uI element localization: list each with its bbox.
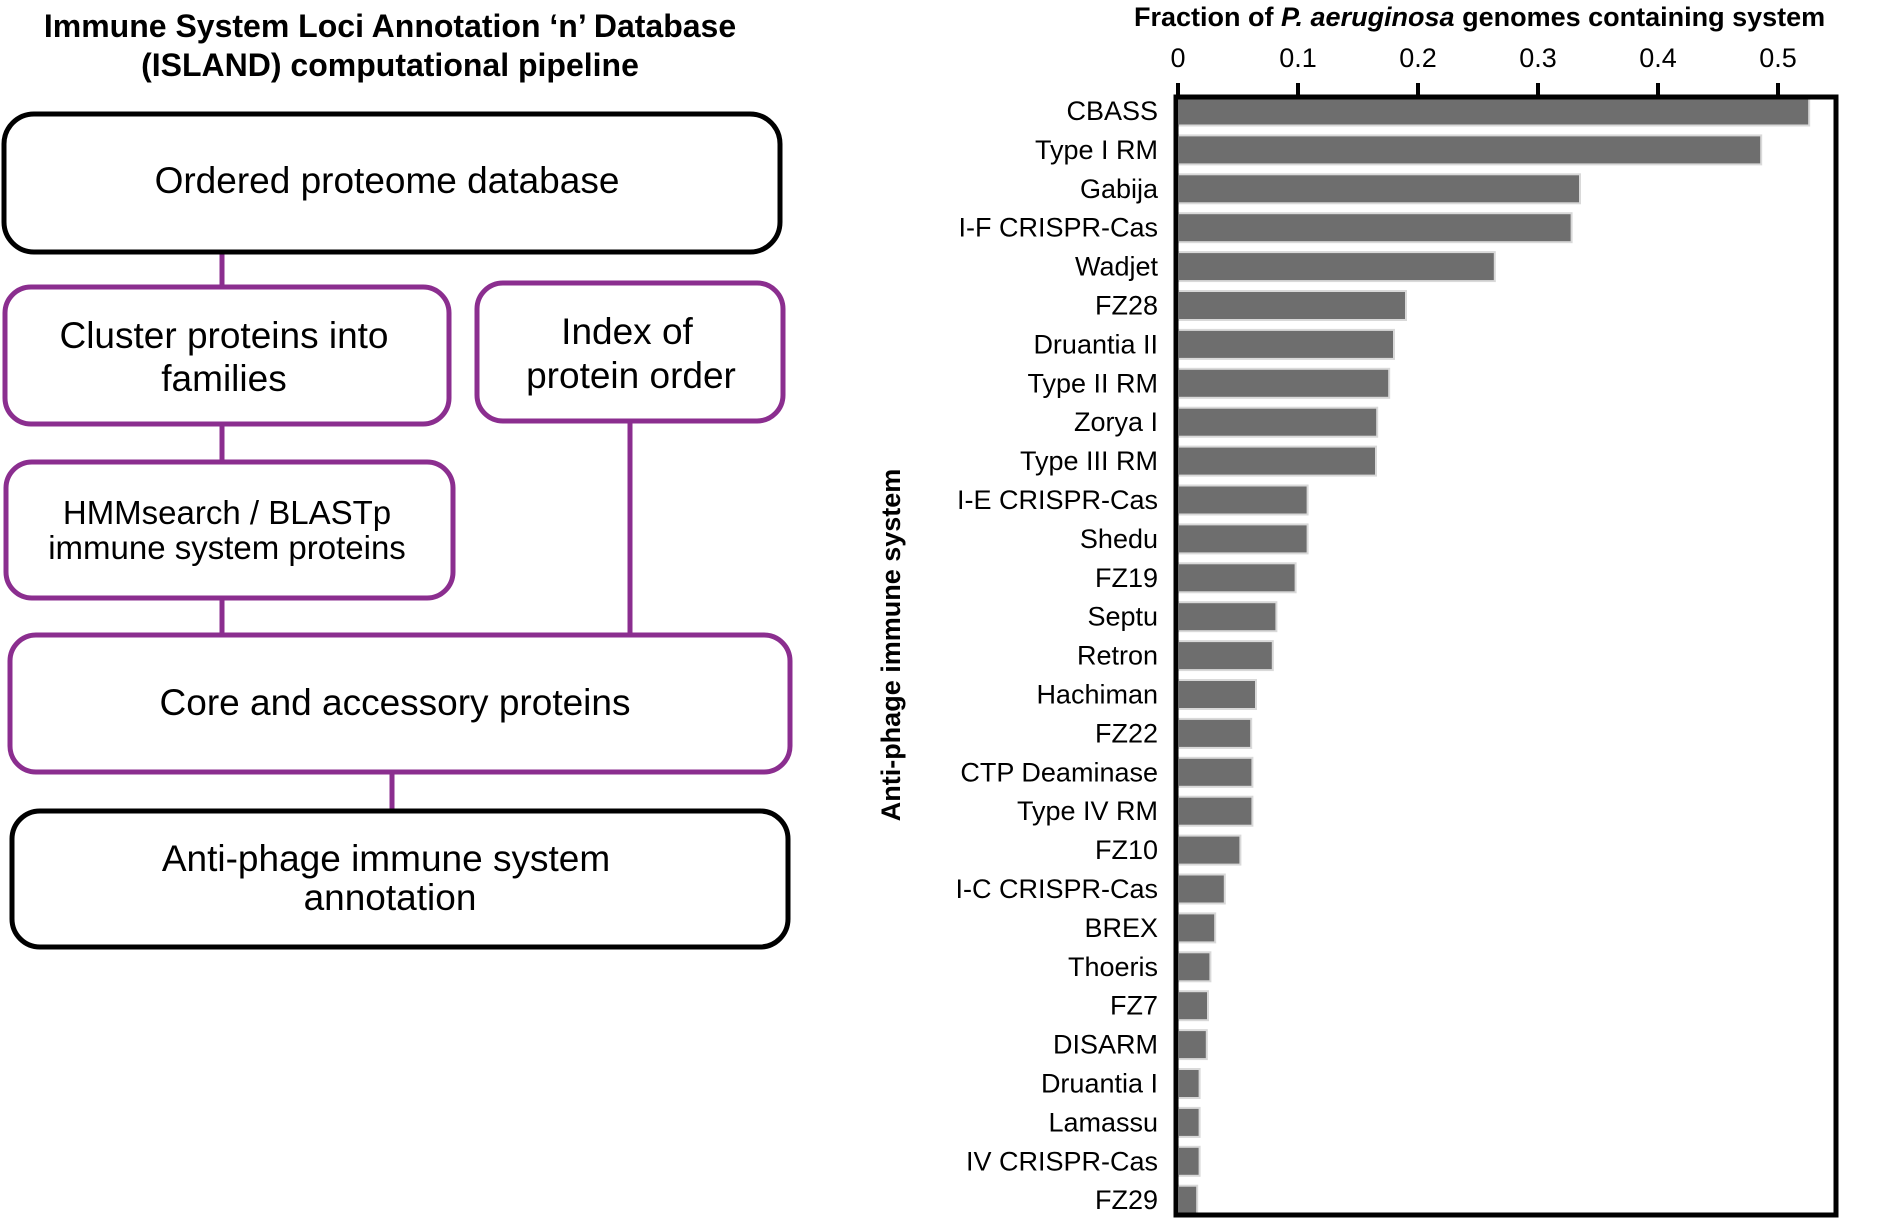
category-label: Druantia II: [1033, 329, 1158, 359]
bar: [1177, 173, 1581, 205]
pipeline-title-line1: Immune System Loci Annotation ‘n’ Databa…: [44, 8, 736, 44]
category-label: FZ7: [1110, 991, 1158, 1021]
category-label: BREX: [1084, 913, 1158, 943]
bar: [1177, 445, 1377, 477]
bar: [1177, 756, 1254, 788]
box-index-protein-order: [474, 280, 786, 424]
bar: [1177, 212, 1573, 244]
category-label: DISARM: [1053, 1030, 1158, 1060]
box-hmmsearch: [3, 459, 456, 601]
x-tick-label: 0.4: [1639, 43, 1677, 73]
category-label: FZ19: [1095, 563, 1158, 593]
bar: [1177, 1184, 1199, 1216]
x-tick-label: 0.2: [1399, 43, 1437, 73]
category-label: I-C CRISPR-Cas: [955, 874, 1158, 904]
category-label: FZ10: [1095, 835, 1158, 865]
box-ordered-proteome: [1, 111, 783, 255]
bar: [1177, 251, 1496, 283]
box-core-accessory: [7, 632, 793, 775]
x-tick-label: 0.3: [1519, 43, 1557, 73]
box-hmm-line2: immune system proteins: [48, 529, 406, 566]
bar: [1177, 717, 1253, 749]
category-label: Shedu: [1080, 524, 1158, 554]
category-label: Septu: [1087, 602, 1158, 632]
bar: [1177, 134, 1763, 166]
bar: [1177, 1029, 1208, 1061]
bar: [1177, 523, 1309, 555]
bar: [1177, 328, 1395, 360]
bar: [1177, 679, 1257, 710]
category-label: Retron: [1077, 641, 1158, 671]
x-tick-label: 0.1: [1279, 43, 1317, 73]
category-label: Zorya I: [1074, 407, 1158, 437]
category-label: Thoeris: [1068, 952, 1158, 982]
chart-title-italic: P. aeruginosa: [1281, 2, 1455, 32]
bar: [1177, 873, 1226, 905]
box-cluster-proteins: [2, 284, 452, 427]
bar: [1177, 795, 1254, 827]
box-index-line2: protein order: [526, 355, 736, 396]
bar: [1177, 990, 1209, 1022]
bars: [1177, 95, 1811, 1216]
category-label: I-F CRISPR-Cas: [958, 213, 1158, 243]
category-label: Type III RM: [1020, 446, 1158, 476]
category-label: Type II RM: [1027, 368, 1158, 398]
box-core-label: Core and accessory proteins: [160, 682, 631, 723]
pipeline-title-line2: (ISLAND) computational pipeline: [141, 47, 639, 83]
box-hmm-line1: HMMsearch / BLASTp: [63, 494, 391, 531]
box-index-line1: Index of: [561, 311, 693, 352]
bar: [1177, 406, 1379, 438]
box-cluster-line2: families: [161, 358, 286, 399]
category-label: CBASS: [1066, 96, 1158, 126]
bar: [1177, 1106, 1201, 1138]
box-annotation: [9, 808, 791, 950]
category-label: CTP Deaminase: [960, 757, 1158, 787]
bar: [1177, 640, 1274, 672]
box-ordered-proteome-label: Ordered proteome database: [155, 160, 620, 201]
chart-title-prefix: Fraction of: [1134, 2, 1281, 32]
category-label: Druantia I: [1041, 1069, 1158, 1099]
category-label: I-E CRISPR-Cas: [957, 485, 1158, 515]
category-labels: CBASS Type I RM Gabija I-F CRISPR-Cas Wadjet…: [955, 96, 1158, 1215]
bar: [1177, 951, 1212, 983]
bar: [1177, 367, 1391, 399]
y-axis-label: Anti-phage immune system: [876, 469, 906, 822]
box-annotation-line2: annotation: [304, 877, 477, 918]
bar: [1177, 834, 1242, 866]
box-cluster-line1: Cluster proteins into: [59, 315, 388, 356]
category-label: Lamassu: [1048, 1107, 1158, 1137]
category-label: Hachiman: [1036, 680, 1158, 710]
category-label: FZ29: [1095, 1185, 1158, 1215]
category-label: Type I RM: [1035, 135, 1158, 165]
bar: [1177, 601, 1278, 633]
bar: [1177, 1145, 1201, 1177]
category-label: Gabija: [1080, 174, 1159, 204]
box-annotation-line1: Anti-phage immune system: [162, 838, 610, 879]
bar: [1177, 290, 1407, 321]
bar: [1177, 912, 1217, 944]
category-label: FZ22: [1095, 718, 1158, 748]
bar-chart: Fraction of P. aeruginosa genomes contai…: [876, 2, 1839, 1218]
category-label: IV CRISPR-Cas: [966, 1146, 1158, 1176]
x-tick-label: 0.5: [1759, 43, 1797, 73]
x-axis: 0 0.1 0.2 0.3 0.4 0.5: [1170, 43, 1797, 97]
chart-title: Fraction of P. aeruginosa genomes contai…: [1134, 2, 1825, 32]
category-label: Wadjet: [1075, 252, 1159, 282]
bar: [1177, 562, 1297, 594]
bar: [1177, 484, 1309, 516]
plot-frame: [1173, 94, 1839, 1218]
bar: [1177, 95, 1811, 127]
category-label: Type IV RM: [1017, 796, 1158, 826]
pipeline-diagram: Immune System Loci Annotation ‘n’ Databa…: [1, 8, 793, 950]
x-tick-label: 0: [1170, 43, 1185, 73]
bar: [1177, 1068, 1201, 1099]
category-label: FZ28: [1095, 291, 1158, 321]
chart-title-suffix: genomes containing system: [1455, 2, 1826, 32]
